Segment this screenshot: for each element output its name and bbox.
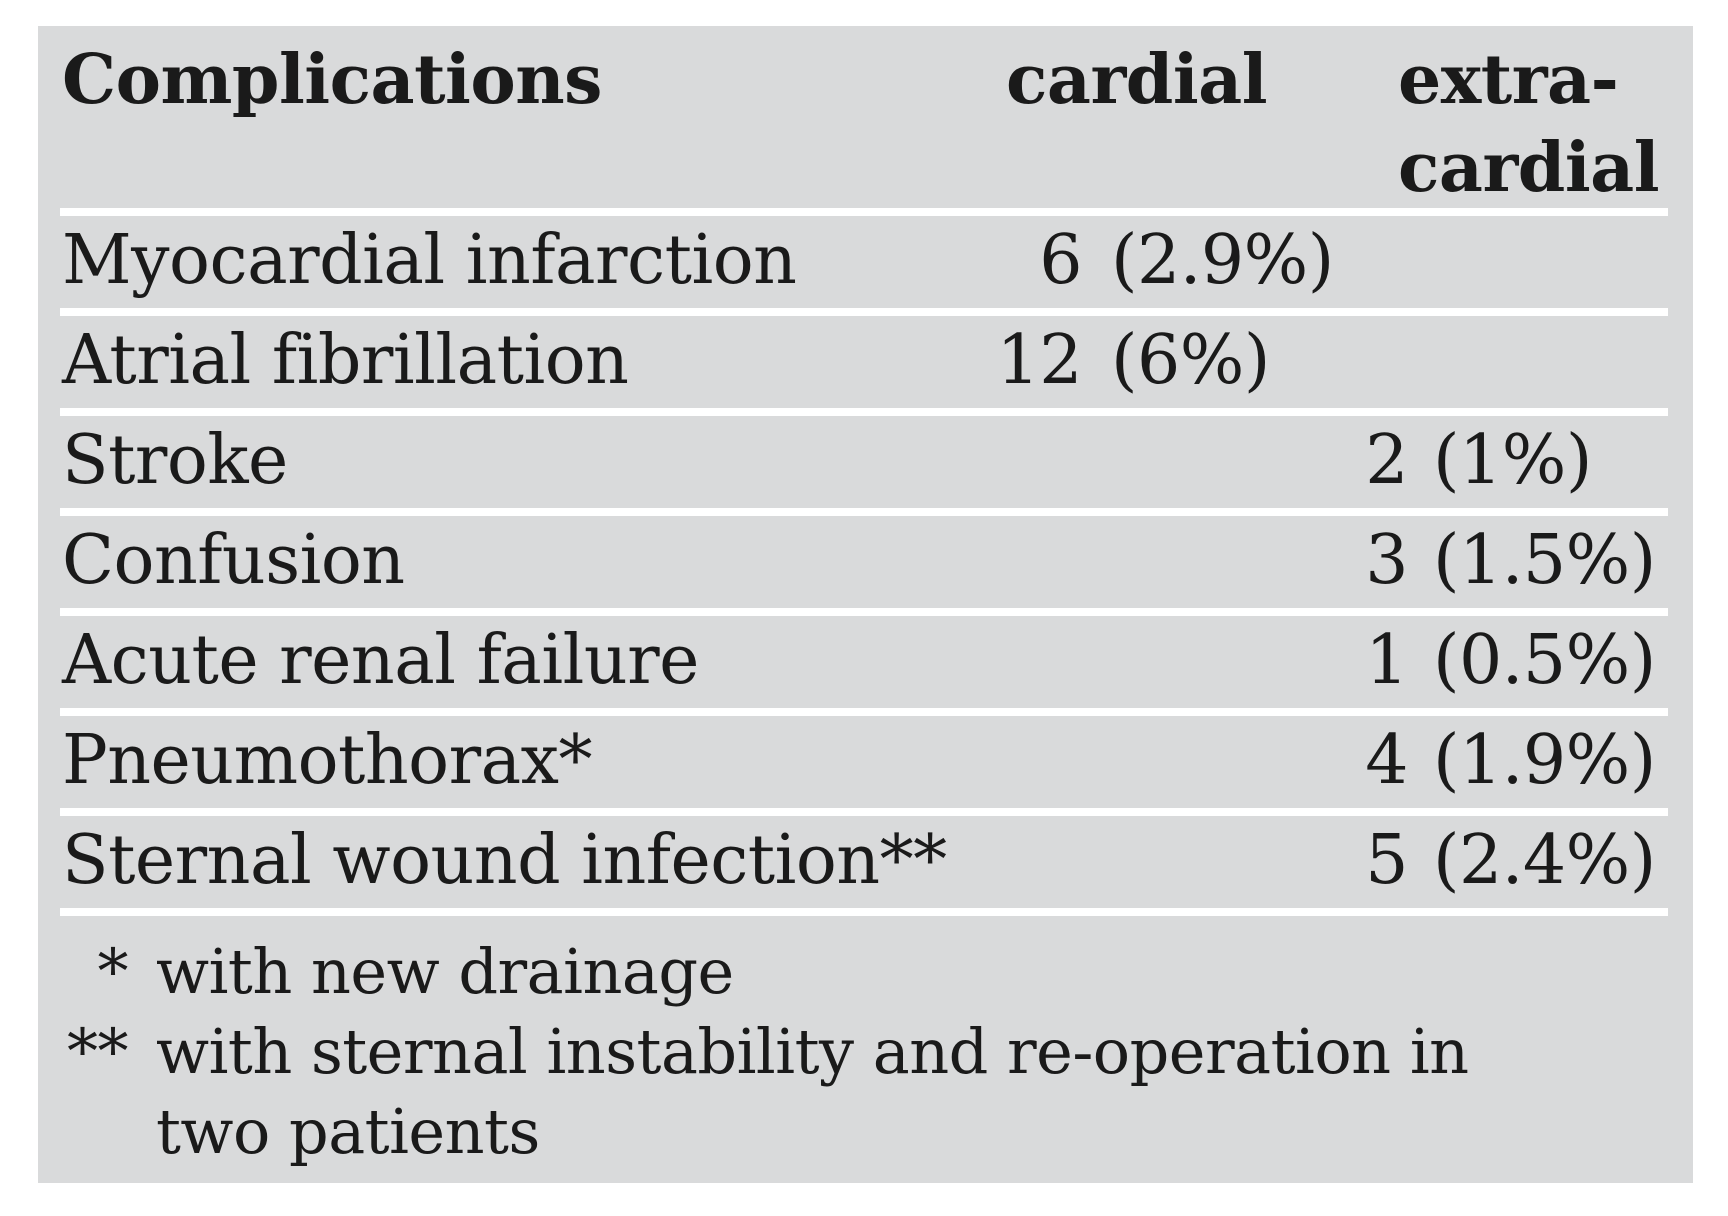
row-label: Sternal wound infection**	[62, 820, 947, 900]
row-separator	[60, 708, 1668, 716]
extracardial-count: 4	[1365, 720, 1408, 800]
footnote-text: with new drainage	[156, 935, 734, 1008]
header-cardial: cardial	[1006, 40, 1268, 120]
table-row-pneumothorax: Pneumothorax* 4 (1.9%)	[38, 716, 1693, 808]
table-row-myocardial-infarction: Myocardial infarction 6 (2.9%)	[38, 216, 1693, 308]
extracardial-count: 2	[1365, 420, 1408, 500]
cardial-percent: (2.9%)	[1111, 220, 1334, 300]
table-row-stroke: Stroke 2 (1%)	[38, 416, 1693, 508]
footnote-line: two patients	[38, 1092, 1693, 1172]
footnote-line: * with new drainage	[38, 932, 1693, 1012]
header-extracardial-line1: extra-	[1398, 40, 1619, 120]
row-separator	[60, 208, 1668, 216]
row-separator	[60, 608, 1668, 616]
extracardial-percent: (2.4%)	[1433, 820, 1656, 900]
footnote-marker: **	[67, 1015, 129, 1088]
footnote-text: with sternal instability and re-operatio…	[156, 1015, 1469, 1088]
extracardial-count: 1	[1365, 620, 1408, 700]
extracardial-percent: (0.5%)	[1433, 620, 1656, 700]
header-complications: Complications	[62, 40, 602, 120]
header-extracardial: extra-cardial	[1398, 36, 1660, 212]
footnote-text: two patients	[156, 1095, 540, 1168]
row-separator	[60, 508, 1668, 516]
extracardial-count: 3	[1365, 520, 1408, 600]
row-label: Confusion	[62, 520, 405, 600]
cardial-percent: (6%)	[1111, 320, 1270, 400]
extracardial-percent: (1.9%)	[1433, 720, 1656, 800]
row-label: Myocardial infarction	[62, 220, 797, 300]
row-label: Stroke	[62, 420, 288, 500]
table-footnotes: * with new drainage ** with sternal inst…	[38, 916, 1693, 1172]
header-extracardial-line2: cardial	[1398, 128, 1660, 208]
table-header-row: Complications cardial extra-cardial	[38, 26, 1693, 208]
row-label: Atrial fibrillation	[62, 320, 629, 400]
cardial-count: 6	[1039, 220, 1082, 300]
row-separator	[60, 308, 1668, 316]
table-row-sternal-wound-infection: Sternal wound infection** 5 (2.4%)	[38, 816, 1693, 908]
table-row-acute-renal-failure: Acute renal failure 1 (0.5%)	[38, 616, 1693, 708]
footnote-line: ** with sternal instability and re-opera…	[38, 1012, 1693, 1092]
table-row-atrial-fibrillation: Atrial fibrillation 12 (6%)	[38, 316, 1693, 408]
row-label: Acute renal failure	[62, 620, 699, 700]
row-separator	[60, 408, 1668, 416]
extracardial-percent: (1%)	[1433, 420, 1592, 500]
extracardial-count: 5	[1365, 820, 1408, 900]
row-separator	[60, 908, 1668, 916]
footnote-marker: *	[97, 935, 129, 1008]
row-separator	[60, 808, 1668, 816]
row-label: Pneumothorax*	[62, 720, 592, 800]
table-row-confusion: Confusion 3 (1.5%)	[38, 516, 1693, 608]
cardial-count: 12	[996, 320, 1082, 400]
extracardial-percent: (1.5%)	[1433, 520, 1656, 600]
complications-table: Complications cardial extra-cardial Myoc…	[38, 26, 1693, 1183]
